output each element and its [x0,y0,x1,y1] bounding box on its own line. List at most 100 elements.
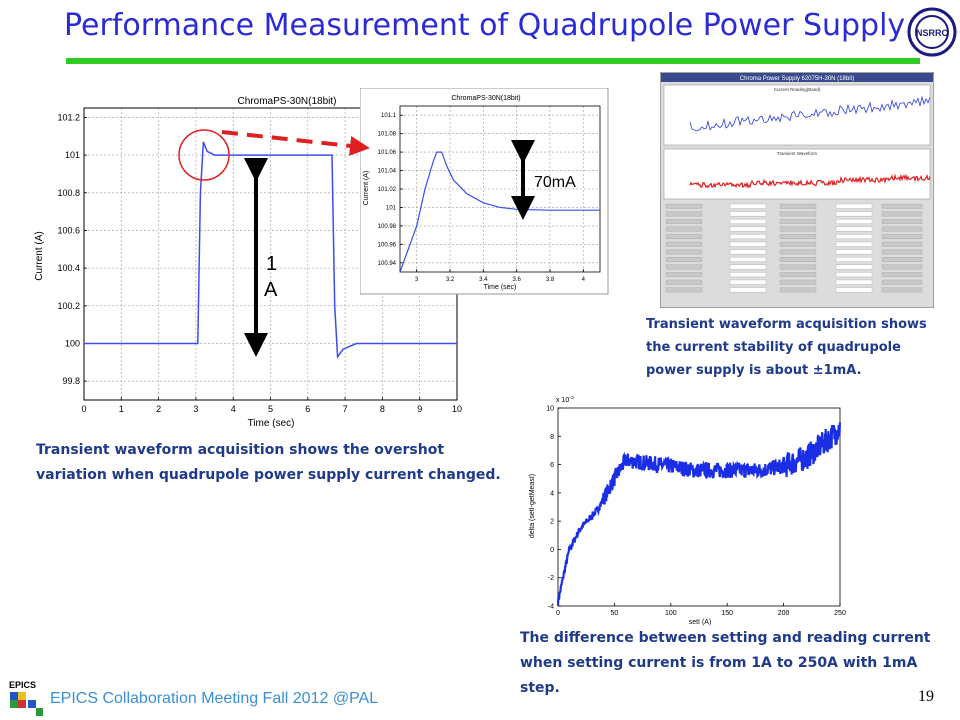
gui-control-field [881,257,923,262]
gui-control-field [665,211,703,217]
main-x-tick-label-7: 7 [343,404,348,414]
step-size-label-unit: A [264,279,278,301]
gui-transient-line [689,173,931,189]
deviation-y-tick-label-6: 8 [550,434,554,441]
deviation-chart-frame [557,407,841,607]
gui-control-field [729,279,767,285]
inset-x-tick-label-5: 4 [582,277,586,283]
gui-control-field [779,264,817,270]
main-y-tick-label-5: 100.8 [57,188,80,198]
inset-y-tick-label-2: 100.98 [378,224,397,230]
gui-control-field [665,287,703,293]
inset-x-tick-label-4: 3.8 [546,277,555,283]
gui-control-field [835,234,873,240]
gui-control-panel [665,203,923,293]
inset-y-tick-label-8: 101.1 [381,113,397,119]
main-x-tick-label-1: 1 [119,404,124,414]
gui-control-field [779,279,817,285]
gui-control-field [665,226,703,232]
overshoot-highlight-circle [178,129,230,181]
gui-control-field [835,279,873,285]
inset-y-tick-label-4: 101.02 [378,187,397,193]
gui-control-field [835,272,873,278]
gui-control-field [835,219,873,224]
gui-control-field [881,264,923,270]
gui-control-field [729,203,767,209]
inset-chart: ChromaPS-30N(18bit) 3 3.2 3.4 3.6 3.8 4 100.9… [360,88,609,295]
gui-control-field [665,249,703,255]
gui-control-field [881,211,923,217]
deviation-y-ticks: -4 -2 0 2 4 6 8 10 [546,406,561,611]
deviation-y-tick-label-0: -4 [548,604,554,611]
gui-control-field [835,203,873,209]
main-y-tick-label-0: 99.8 [62,376,80,386]
deviation-x-axis-label: setI (A) [689,619,712,626]
slide-title: Performance Measurement of Quadrupole Po… [64,8,906,43]
gui-screenshot: Chroma Power Supply 62075H-30N (18bit) C… [660,72,934,308]
gui-control-field [881,272,923,278]
gui-control-field [881,226,923,232]
caption-overshoot: Transient waveform acquisition shows the… [36,442,501,483]
gui-control-field [835,264,873,270]
gui-control-field [665,203,703,209]
gui-control-field [729,226,767,232]
main-y-axis-label: Current (A) [34,231,45,280]
gui-control-field [881,249,923,255]
main-y-tick-label-7: 101.2 [57,112,80,122]
gui-control-field [729,241,767,247]
main-series-line [84,141,457,359]
gui-control-field [729,287,767,293]
deviation-x-tick-label-3: 150 [721,610,733,617]
inset-x-tick-label-2: 3.4 [479,277,488,283]
gui-control-field [665,279,703,285]
gui-control-field [779,211,817,217]
logo-text: NSRRC [916,28,949,38]
main-x-tick-label-2: 2 [156,404,161,414]
deviation-y-tick-label-3: 2 [550,519,554,526]
main-y-tick-label-2: 100.2 [57,301,80,311]
gui-control-field [729,272,767,278]
deviation-chart: 0 50 100 150 200 250 -4 -2 0 2 4 6 8 10 x 10-3 setI … [529,396,846,626]
deviation-x-tick-label-5: 250 [834,610,846,617]
inset-y-tick-label-5: 101.04 [378,169,397,175]
gui-control-field [835,241,873,247]
inset-y-tick-label-7: 101.08 [378,132,397,138]
gui-control-field [779,241,817,247]
gui-title-bar [661,73,933,82]
inset-x-tick-label-1: 3.2 [446,277,455,283]
deviation-x-tick-label-1: 50 [611,610,619,617]
caption-deviation: The difference between setting and readi… [520,630,931,696]
gui-control-field [665,257,703,262]
deviation-y-tick-label-5: 6 [550,462,554,469]
main-y-tick-label-6: 101 [65,150,80,160]
gui-control-field [729,249,767,255]
main-x-tick-label-8: 8 [380,404,385,414]
gui-current-reading-line [689,95,931,132]
gui-control-field [881,219,923,224]
gui-control-field [835,249,873,255]
main-y-ticks: 99.8 100 100.2 100.4 100.6 100.8 101 101.2 [57,112,87,386]
inset-x-tick-label-0: 3 [415,277,419,283]
gui-control-field [881,203,923,209]
main-x-tick-label-6: 6 [305,404,310,414]
gui-transient-title: Transient Waveform [777,151,817,156]
page-number: 19 [918,688,934,705]
inset-x-tick-label-3: 3.6 [512,277,521,283]
gui-current-reading-panel [663,84,931,146]
gui-current-reading-title: Current Reading(Band) [774,87,821,92]
gui-control-field [729,211,767,217]
gui-control-field [835,226,873,232]
inset-y-ticks: 100.94 100.96 100.98 101 101.02 101.04 101.06 1… [378,113,403,267]
deviation-y-tick-label-1: -2 [548,575,554,582]
main-chart-title: ChromaPS-30N(18bit) [238,96,337,107]
gui-control-field [779,249,817,255]
gui-control-field [779,219,817,224]
epics-logo-text: EPICS [9,680,36,690]
nsrrc-logo-icon: NSRRC [907,7,957,57]
step-size-label-number: 1 [266,253,277,275]
main-x-tick-label-9: 9 [417,404,422,414]
deviation-exponent-label: x 10-3 [556,396,574,404]
deviation-y-axis-label: delta (setI-getMeasI) [529,474,536,538]
gui-control-field [665,272,703,278]
